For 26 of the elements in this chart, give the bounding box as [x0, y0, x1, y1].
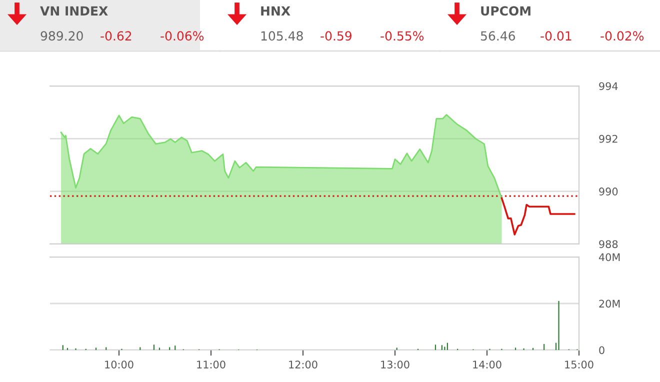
x-tick-label: 15:00	[565, 360, 594, 368]
y-tick-label: 20M	[599, 300, 620, 308]
text: HNX	[261, 6, 290, 16]
y-tick-label: 992	[599, 134, 618, 143]
text: VN INDEX	[40, 6, 108, 16]
text: -0.62	[100, 31, 132, 41]
text: -0.06%	[160, 31, 204, 41]
x-tick-label: 12:00	[289, 360, 318, 368]
y-tick-label: 994	[599, 82, 618, 90]
line-series	[500, 197, 576, 236]
text: -0.55%	[380, 31, 424, 41]
text: UPCOM	[481, 6, 530, 16]
x-tick-label: 10:00	[105, 360, 134, 368]
x-tick-label: 13:00	[381, 360, 410, 368]
y-tick-label: 988	[599, 240, 618, 248]
text: -0.59	[320, 31, 352, 41]
text: 56.46	[480, 31, 515, 41]
x-tick-label: 11:00	[197, 360, 226, 368]
x-tick-label: 14:00	[473, 360, 502, 368]
text: 105.48	[261, 31, 303, 41]
text: -0.01	[540, 31, 572, 41]
y-tick-label: 990	[599, 188, 618, 196]
y-tick-label: 40M	[598, 253, 620, 262]
text: -0.02%	[600, 31, 644, 41]
y-tick-label: 0	[599, 346, 604, 354]
text: 989.20	[40, 31, 83, 41]
